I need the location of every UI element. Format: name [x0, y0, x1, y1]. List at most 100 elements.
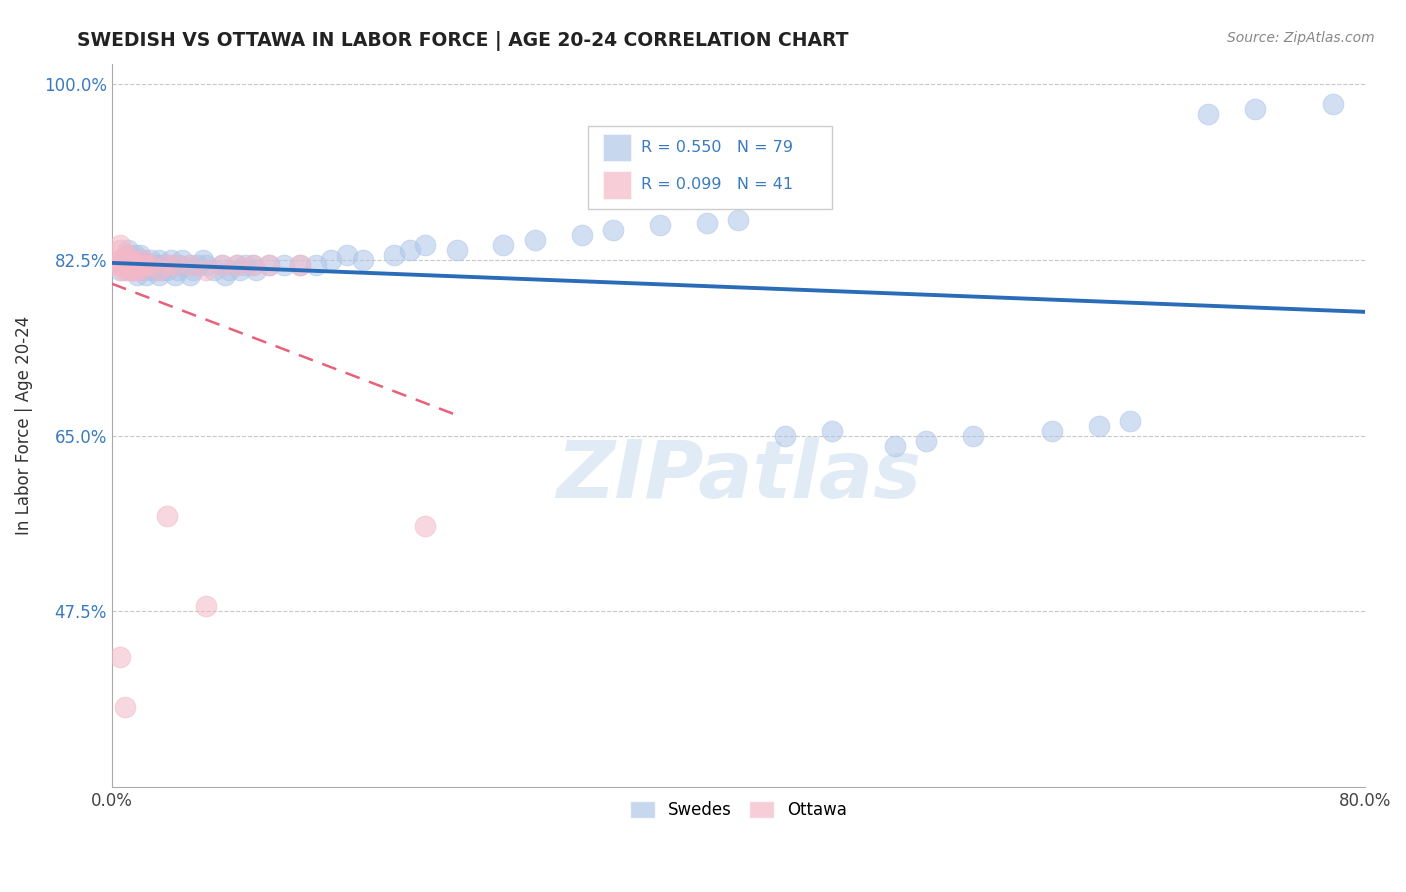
Point [648, 218, 671, 232]
Point [139, 258, 162, 272]
Point [117, 248, 139, 262]
Point [114, 258, 136, 272]
Legend: Swedes, Ottawa: Swedes, Ottawa [623, 795, 853, 826]
Point [124, 258, 146, 272]
Text: R = 0.550   N = 79: R = 0.550 N = 79 [641, 140, 793, 155]
Point [128, 258, 150, 272]
Point [111, 263, 134, 277]
Point [288, 258, 311, 272]
Point [413, 237, 436, 252]
Point [398, 243, 420, 257]
Point [129, 263, 152, 277]
Point [304, 258, 326, 272]
Point [1119, 414, 1142, 428]
Point [145, 263, 167, 277]
Point [156, 258, 179, 272]
Point [108, 263, 131, 277]
Point [139, 263, 162, 277]
Point [336, 248, 359, 262]
Y-axis label: In Labor Force | Age 20-24: In Labor Force | Age 20-24 [15, 316, 32, 535]
Point [775, 428, 797, 442]
Point [135, 268, 157, 282]
Point [163, 258, 186, 272]
Point [187, 258, 209, 272]
Point [115, 263, 138, 277]
Point [183, 263, 205, 277]
Point [156, 508, 179, 523]
Bar [588, 126, 832, 209]
Point [129, 248, 152, 262]
Point [111, 258, 134, 272]
Point [1244, 102, 1267, 116]
Point [132, 263, 155, 277]
Point [122, 258, 145, 272]
Point [114, 252, 136, 267]
Point [124, 248, 146, 262]
Point [148, 268, 170, 282]
Point [1040, 424, 1063, 438]
Text: ZIPatlas: ZIPatlas [555, 437, 921, 516]
Point [121, 258, 143, 272]
Point [229, 263, 252, 277]
Point [214, 268, 236, 282]
Point [131, 258, 153, 272]
Point [492, 237, 515, 252]
Text: R = 0.099   N = 41: R = 0.099 N = 41 [641, 178, 793, 193]
Point [1087, 418, 1109, 433]
Point [191, 252, 214, 267]
Point [523, 233, 546, 247]
Point [211, 258, 233, 272]
Point [148, 263, 170, 277]
Point [125, 268, 148, 282]
Point [202, 263, 225, 277]
Point [169, 258, 191, 272]
Point [1322, 97, 1344, 112]
Point [120, 263, 142, 277]
Point [226, 258, 249, 272]
Text: Source: ZipAtlas.com: Source: ZipAtlas.com [1227, 31, 1375, 45]
Point [108, 649, 131, 664]
Point [139, 252, 162, 267]
Point [117, 258, 139, 272]
Point [114, 258, 136, 272]
Point [129, 252, 152, 267]
Point [321, 252, 343, 267]
Point [194, 263, 217, 277]
Point [166, 263, 188, 277]
Point [1197, 107, 1219, 121]
Point [211, 258, 233, 272]
Point [163, 258, 186, 272]
Point [172, 252, 194, 267]
Point [160, 252, 183, 267]
Point [571, 227, 593, 242]
Point [117, 243, 139, 257]
Point [413, 519, 436, 533]
Point [245, 263, 267, 277]
Point [128, 258, 150, 272]
Point [962, 428, 984, 442]
Bar [603, 134, 631, 161]
Text: SWEDISH VS OTTAWA IN LABOR FORCE | AGE 20-24 CORRELATION CHART: SWEDISH VS OTTAWA IN LABOR FORCE | AGE 2… [77, 31, 849, 51]
Point [257, 258, 280, 272]
Point [148, 258, 170, 272]
Point [150, 263, 173, 277]
Point [132, 258, 155, 272]
Point [124, 263, 146, 277]
Point [110, 258, 132, 272]
Bar [603, 171, 631, 199]
Point [156, 263, 179, 277]
Point [288, 258, 311, 272]
Point [143, 258, 166, 272]
Point [884, 439, 907, 453]
Point [163, 268, 186, 282]
Point [120, 258, 142, 272]
Point [125, 258, 148, 272]
Point [179, 258, 201, 272]
Point [132, 252, 155, 267]
Point [382, 248, 405, 262]
Point [117, 252, 139, 267]
Point [821, 424, 844, 438]
Point [107, 252, 129, 267]
Point [179, 268, 201, 282]
Point [108, 243, 131, 257]
